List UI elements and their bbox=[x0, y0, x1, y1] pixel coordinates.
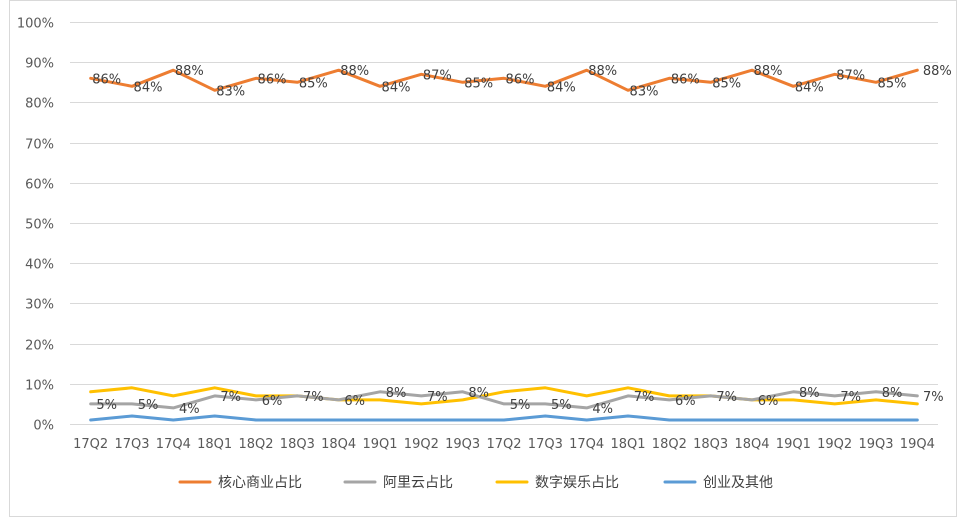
x-tick-label: 19Q1 bbox=[362, 437, 397, 452]
data-label: 7% bbox=[634, 390, 655, 405]
y-tick-label: 40% bbox=[25, 258, 54, 273]
y-tick-label: 80% bbox=[25, 97, 54, 112]
data-label: 88% bbox=[175, 64, 204, 79]
x-tick-label: 18Q2 bbox=[238, 437, 273, 452]
data-label: 88% bbox=[923, 64, 952, 79]
data-label: 88% bbox=[340, 64, 369, 79]
data-label: 5% bbox=[551, 398, 572, 413]
data-label: 6% bbox=[758, 394, 779, 409]
y-tick-label: 100% bbox=[17, 17, 54, 32]
x-tick-label: 18Q2 bbox=[652, 437, 687, 452]
series-line bbox=[89, 68, 919, 92]
x-tick-label: 17Q4 bbox=[569, 437, 604, 452]
legend: 核心商业占比 阿里云占比 数字娱乐占比 创业及其他 bbox=[178, 475, 773, 491]
data-label: 6% bbox=[675, 394, 696, 409]
data-label: 85% bbox=[878, 76, 907, 91]
data-label: 7% bbox=[923, 390, 944, 405]
data-label: 88% bbox=[754, 64, 783, 79]
data-label: 83% bbox=[216, 84, 245, 99]
data-label: 85% bbox=[464, 76, 493, 91]
data-label: 87% bbox=[423, 68, 452, 83]
chart-frame bbox=[9, 0, 957, 517]
data-label: 84% bbox=[134, 80, 163, 95]
x-tick-label: 17Q2 bbox=[486, 437, 521, 452]
y-tick-label: 50% bbox=[25, 218, 54, 233]
x-tick-label: 17Q2 bbox=[73, 437, 108, 452]
data-label: 6% bbox=[262, 394, 283, 409]
data-label: 87% bbox=[836, 68, 865, 83]
data-label: 88% bbox=[588, 64, 617, 79]
data-label: 8% bbox=[799, 386, 820, 401]
y-tick-label: 10% bbox=[25, 379, 54, 394]
data-labels: 86% 84% 88% 83% 86% 85% 88% 84% 87% 85% 86% 84% 88% 8… bbox=[92, 64, 952, 417]
y-tick-label: 70% bbox=[25, 138, 54, 153]
series-line bbox=[89, 390, 919, 410]
chart-border bbox=[9, 0, 957, 517]
y-tick-label: 90% bbox=[25, 57, 54, 72]
data-label: 7% bbox=[427, 390, 448, 405]
legend-label: 创业及其他 bbox=[703, 475, 773, 491]
grid bbox=[70, 22, 938, 425]
x-tick-label: 18Q4 bbox=[321, 437, 356, 452]
x-tick-label: 18Q3 bbox=[280, 437, 315, 452]
data-label: 8% bbox=[468, 386, 489, 401]
data-label: 7% bbox=[840, 390, 861, 405]
legend-label: 阿里云占比 bbox=[383, 475, 453, 491]
data-label: 5% bbox=[138, 398, 159, 413]
x-tick-label: 19Q3 bbox=[445, 437, 480, 452]
data-label: 84% bbox=[382, 80, 411, 95]
x-tick-label: 19Q4 bbox=[900, 437, 935, 452]
data-label: 85% bbox=[712, 76, 741, 91]
data-label: 84% bbox=[795, 80, 824, 95]
x-tick-label: 18Q3 bbox=[693, 437, 728, 452]
data-label: 86% bbox=[506, 72, 535, 87]
data-label: 7% bbox=[220, 390, 241, 405]
series bbox=[89, 68, 919, 422]
legend-label: 数字娱乐占比 bbox=[535, 475, 619, 491]
y-tick-label: 60% bbox=[25, 178, 54, 193]
x-axis: 17Q2 17Q3 17Q4 18Q1 18Q2 18Q3 18Q4 19Q1 19Q2 19Q3… bbox=[73, 437, 935, 452]
data-label: 5% bbox=[510, 398, 531, 413]
data-label: 85% bbox=[299, 76, 328, 91]
x-tick-label: 17Q3 bbox=[114, 437, 149, 452]
y-tick-label: 0% bbox=[33, 419, 54, 434]
data-label: 5% bbox=[96, 398, 117, 413]
y-axis: 0% 10% 20% 30% 40% 50% 60% 70% 80% 90% 100% bbox=[17, 17, 54, 434]
data-label: 84% bbox=[547, 80, 576, 95]
data-label: 8% bbox=[882, 386, 903, 401]
x-tick-label: 19Q2 bbox=[817, 437, 852, 452]
x-tick-label: 19Q2 bbox=[404, 437, 439, 452]
data-label: 6% bbox=[344, 394, 365, 409]
x-tick-label: 19Q1 bbox=[776, 437, 811, 452]
data-label: 8% bbox=[386, 386, 407, 401]
x-tick-label: 17Q4 bbox=[156, 437, 191, 452]
x-tick-label: 19Q3 bbox=[858, 437, 893, 452]
data-label: 86% bbox=[258, 72, 287, 87]
x-tick-label: 17Q3 bbox=[528, 437, 563, 452]
data-label: 4% bbox=[592, 402, 613, 417]
legend-label: 核心商业占比 bbox=[218, 475, 302, 491]
y-tick-label: 20% bbox=[25, 339, 54, 354]
data-label: 7% bbox=[716, 390, 737, 405]
series-line bbox=[89, 414, 919, 422]
x-tick-label: 18Q4 bbox=[734, 437, 769, 452]
data-label: 86% bbox=[671, 72, 700, 87]
data-label: 86% bbox=[92, 72, 121, 87]
y-tick-label: 30% bbox=[25, 298, 54, 313]
data-label: 83% bbox=[630, 84, 659, 99]
x-tick-label: 18Q1 bbox=[610, 437, 645, 452]
data-label: 7% bbox=[303, 390, 324, 405]
data-label: 4% bbox=[179, 402, 200, 417]
x-tick-label: 18Q1 bbox=[197, 437, 232, 452]
series-line bbox=[89, 386, 919, 406]
